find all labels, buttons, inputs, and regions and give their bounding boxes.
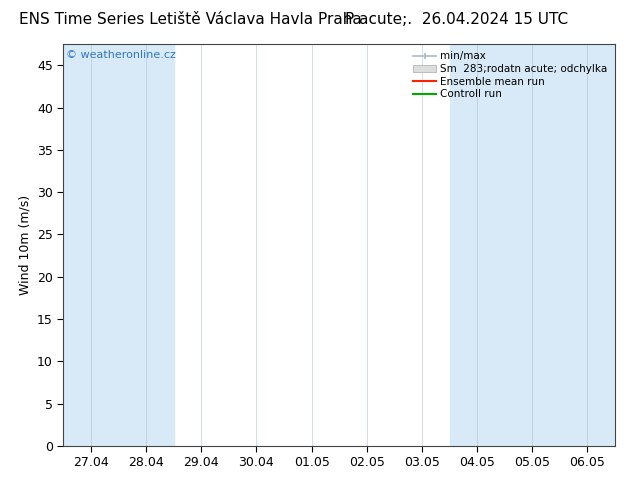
Bar	[505, 44, 560, 446]
Text: P acute;.  26.04.2024 15 UTC: P acute;. 26.04.2024 15 UTC	[345, 12, 568, 27]
Legend: min/max, Sm  283;rodatn acute; odchylka, Ensemble mean run, Controll run: min/max, Sm 283;rodatn acute; odchylka, …	[411, 49, 610, 101]
Text: © weatheronline.cz: © weatheronline.cz	[66, 50, 176, 60]
Bar	[119, 44, 174, 446]
Bar	[450, 44, 505, 446]
Bar	[560, 44, 615, 446]
Text: ENS Time Series Letiště Václava Havla Praha: ENS Time Series Letiště Václava Havla Pr…	[19, 12, 361, 27]
Bar	[63, 44, 119, 446]
Y-axis label: Wind 10m (m/s): Wind 10m (m/s)	[18, 195, 32, 295]
